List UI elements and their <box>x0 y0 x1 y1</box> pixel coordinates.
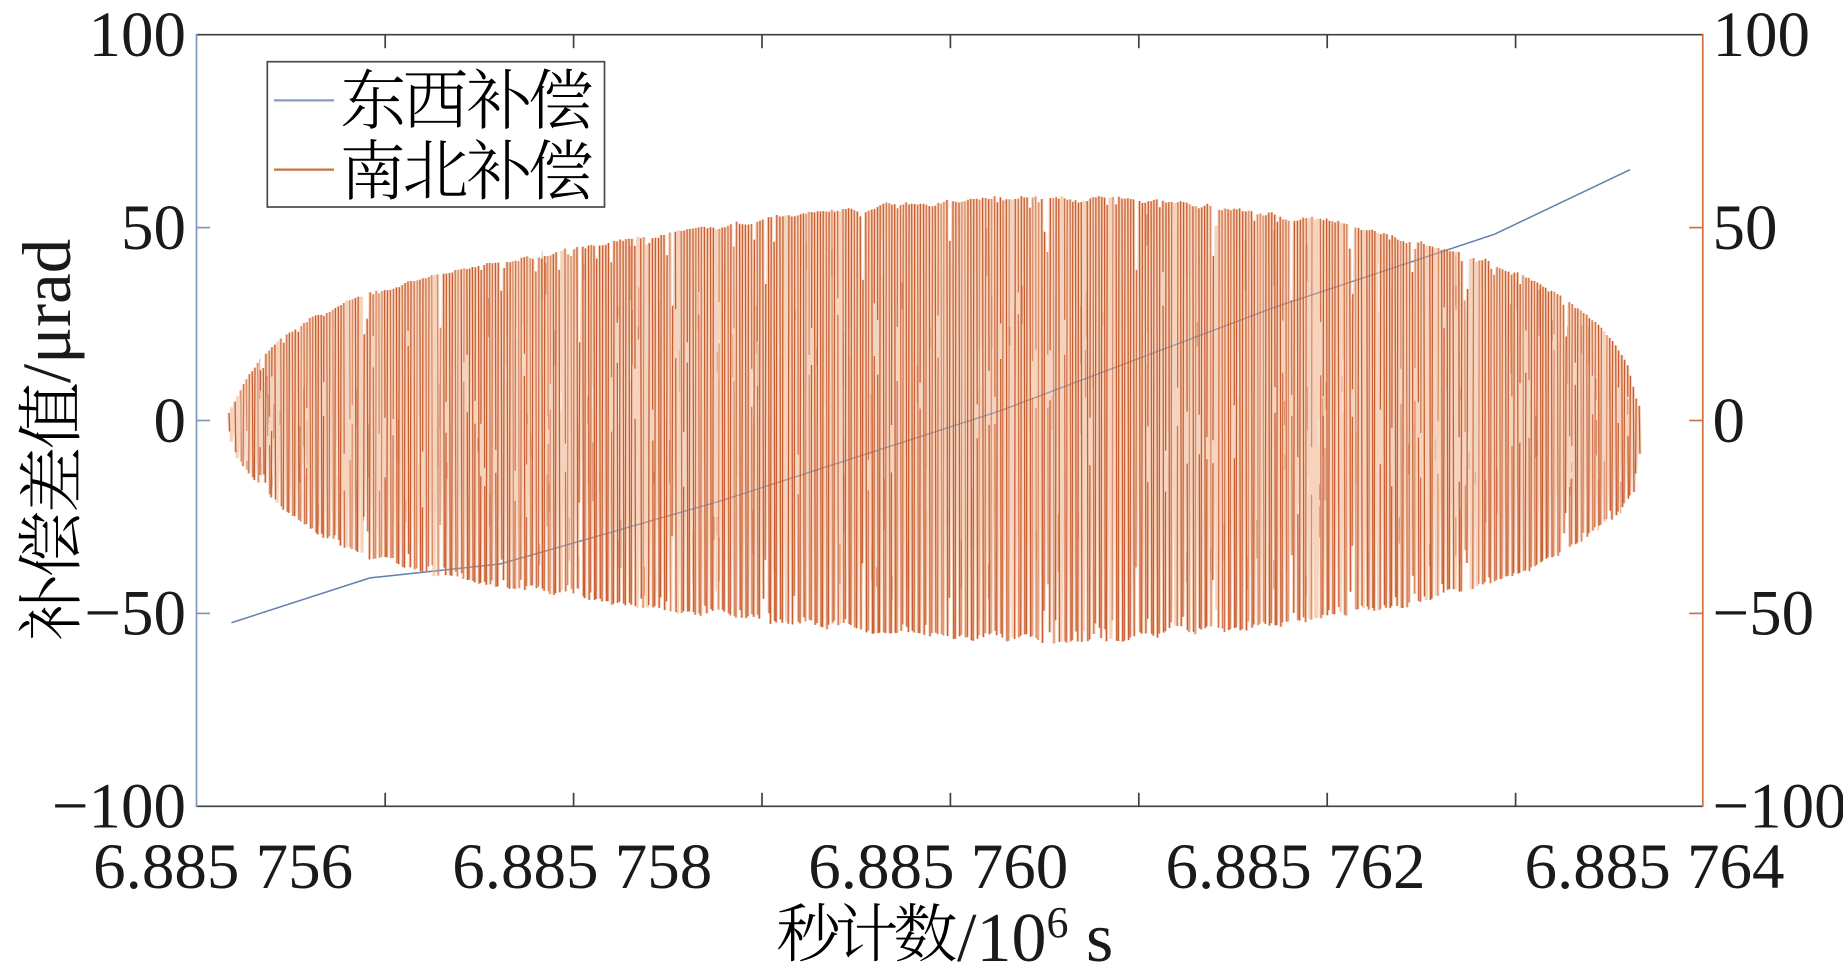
svg-text:50: 50 <box>1713 192 1778 264</box>
svg-text:0: 0 <box>1713 385 1746 457</box>
svg-text:/106 s: /106 s <box>957 898 1113 969</box>
svg-text:6.885 756: 6.885 756 <box>93 831 353 903</box>
svg-text:/μrad: /μrad <box>9 239 85 383</box>
svg-text:6.885 760: 6.885 760 <box>808 831 1068 903</box>
svg-text:−50: −50 <box>1713 578 1815 650</box>
svg-text:6.885 762: 6.885 762 <box>1166 831 1426 903</box>
svg-text:0: 0 <box>154 385 187 457</box>
svg-text:100: 100 <box>1713 0 1811 71</box>
svg-text:−50: −50 <box>84 578 186 650</box>
svg-text:50: 50 <box>121 192 186 264</box>
svg-text:100: 100 <box>89 0 187 71</box>
svg-text:6.885 758: 6.885 758 <box>452 831 712 903</box>
svg-text:6.885 764: 6.885 764 <box>1525 831 1785 903</box>
